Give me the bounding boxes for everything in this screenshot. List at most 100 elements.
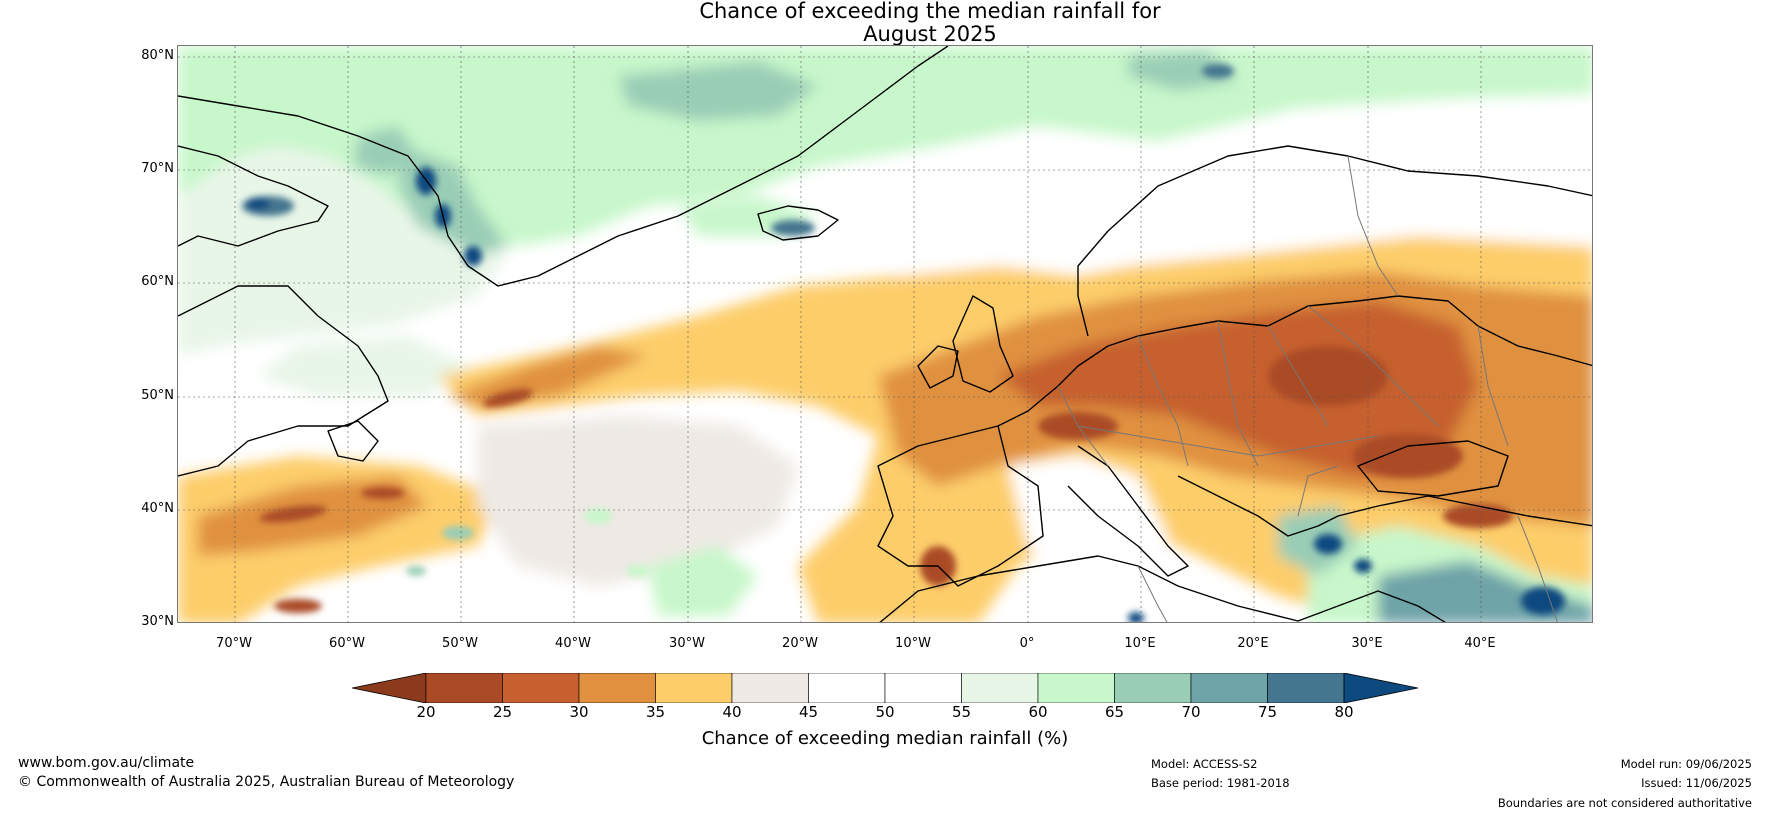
coastline-balkans xyxy=(1177,475,1592,537)
lat-label-60n: 60°N xyxy=(141,274,174,289)
colorbar-segment xyxy=(1190,673,1268,703)
zone-over-80-crete xyxy=(1354,559,1372,573)
zone-20-25-ukraine xyxy=(1353,434,1463,478)
coastline-iberia xyxy=(877,425,1044,587)
coastline-north-africa xyxy=(879,555,1447,622)
coastline-baffin xyxy=(178,145,329,247)
colorbar xyxy=(352,673,1418,703)
lon-label-0: 0° xyxy=(1019,636,1035,651)
rainfall-probability-map xyxy=(177,45,1593,623)
boundaries-disclaimer: Boundaries are not considered authoritat… xyxy=(1497,796,1752,810)
lon-label-20w: 20°W xyxy=(782,636,818,651)
colorbar-tick-label: 65 xyxy=(1104,703,1125,721)
colorbar-tick-label: 25 xyxy=(492,703,513,721)
colorbar-under-arrow xyxy=(352,673,427,703)
colorbar-segment xyxy=(1114,673,1192,703)
colorbar-tick-label: 80 xyxy=(1334,703,1354,721)
colorbar-segment xyxy=(961,673,1039,703)
lat-label-70n: 70°N xyxy=(141,161,174,176)
zone-65-70-central xyxy=(618,61,818,121)
colorbar-segment xyxy=(578,673,656,703)
model-name: Model: ACCESS-S2 xyxy=(1151,757,1258,771)
colorbar-segments xyxy=(425,673,1345,703)
lon-label-60w: 60°W xyxy=(329,636,365,651)
colorbar-tick-label: 40 xyxy=(722,703,742,721)
colorbar-tick-label: 35 xyxy=(645,703,666,721)
colorbar-over-arrow xyxy=(1343,673,1418,703)
zone-40-45-ocean xyxy=(478,416,798,586)
colorbar-segment xyxy=(1267,673,1345,703)
colorbar-tick-label: 20 xyxy=(416,703,436,721)
colorbar-tick-label: 45 xyxy=(798,703,819,721)
zone-55-60-labrador xyxy=(258,336,468,396)
zone-45-55-italy xyxy=(1008,456,1168,586)
zone-over-80-baffin xyxy=(246,198,270,210)
lon-label-50w: 50°W xyxy=(442,636,478,651)
zone-over-80-algeria xyxy=(1128,612,1144,622)
colorbar-segment xyxy=(808,673,886,703)
zone-60-65-atlantic-south xyxy=(648,546,758,616)
lat-label-30n: 30°N xyxy=(141,614,174,629)
zone-65-70-svalbard xyxy=(1128,51,1238,91)
colorbar-segment xyxy=(884,673,962,703)
colorbar-tick-label: 50 xyxy=(875,703,895,721)
probability-field xyxy=(178,46,1592,622)
lon-label-20e: 20°E xyxy=(1237,636,1269,651)
lon-label-70w: 70°W xyxy=(216,636,252,651)
lon-label-40e: 40°E xyxy=(1464,636,1496,651)
lon-label-30w: 30°W xyxy=(669,636,705,651)
colorbar-segment xyxy=(731,673,809,703)
zone-60-65-atlantic-b xyxy=(626,565,650,577)
zone-75-80-svalbard xyxy=(1202,64,1234,78)
lat-label-80n: 80°N xyxy=(141,48,174,63)
colorbar-tick-label: 70 xyxy=(1181,703,1201,721)
zone-20-25-atlantic-3 xyxy=(482,388,534,408)
map-title-line1: Chance of exceeding the median rainfall … xyxy=(699,0,1161,23)
colorbar-tick-label: 55 xyxy=(951,703,972,721)
colorbar-tick-label: 75 xyxy=(1257,703,1278,721)
coastline-ireland xyxy=(917,345,959,389)
zone-20-25-turkey xyxy=(1443,504,1513,528)
zone-75-80-iceland xyxy=(771,220,815,236)
lon-label-10w: 10°W xyxy=(895,636,931,651)
issued-date: Issued: 11/06/2025 xyxy=(1641,776,1752,790)
coastline-iceland xyxy=(757,205,839,241)
lat-label-40n: 40°N xyxy=(141,501,174,516)
colorbar-segment xyxy=(502,673,580,703)
colorbar-tick-label: 30 xyxy=(569,703,589,721)
zone-20-25-poland xyxy=(1268,346,1388,406)
model-run-date: Model run: 09/06/2025 xyxy=(1620,757,1752,771)
lon-label-40w: 40°W xyxy=(555,636,591,651)
zone-25-30-belt xyxy=(998,301,1478,476)
coastline-greenland xyxy=(178,46,949,287)
zone-over-80-levant xyxy=(1521,587,1565,615)
coastline-britain xyxy=(952,295,1014,393)
zone-20-25-atlantic-4 xyxy=(274,599,322,613)
map-title: Chance of exceeding the median rainfall … xyxy=(0,0,1770,46)
graticule xyxy=(178,46,1592,622)
zone-20-25-atlantic-2 xyxy=(361,487,405,499)
coastline-italy xyxy=(1067,445,1189,577)
website-link[interactable]: www.bom.gov.au/climate xyxy=(18,755,195,771)
zone-over-80-aegean xyxy=(1314,534,1342,554)
zone-65-70-atlantic xyxy=(442,526,474,540)
zone-60-65-atlantic-a xyxy=(584,508,612,524)
colorbar-segment xyxy=(425,673,503,703)
zone-60-65-arctic xyxy=(178,46,1592,246)
map-title-line2: August 2025 xyxy=(863,22,997,46)
copyright-text: © Commonwealth of Australia 2025, Austra… xyxy=(18,774,515,790)
coastline-scandinavia xyxy=(1077,145,1592,337)
zone-45-55-north-sea xyxy=(898,196,1592,276)
colorbar-segment xyxy=(655,673,733,703)
zone-over-80-greenland-3 xyxy=(464,246,482,266)
lon-label-30e: 30°E xyxy=(1351,636,1383,651)
country-borders xyxy=(1057,155,1558,622)
base-period: Base period: 1981-2018 xyxy=(1151,776,1290,790)
coastline-newfoundland xyxy=(327,420,379,462)
zone-65-70-atlantic-c xyxy=(406,566,426,576)
coastline-black-sea xyxy=(1357,440,1509,497)
lon-label-10e: 10°E xyxy=(1124,636,1156,651)
lat-label-50n: 50°N xyxy=(141,388,174,403)
colorbar-tick-label: 60 xyxy=(1028,703,1048,721)
colorbar-label: Chance of exceeding median rainfall (%) xyxy=(701,728,1069,749)
